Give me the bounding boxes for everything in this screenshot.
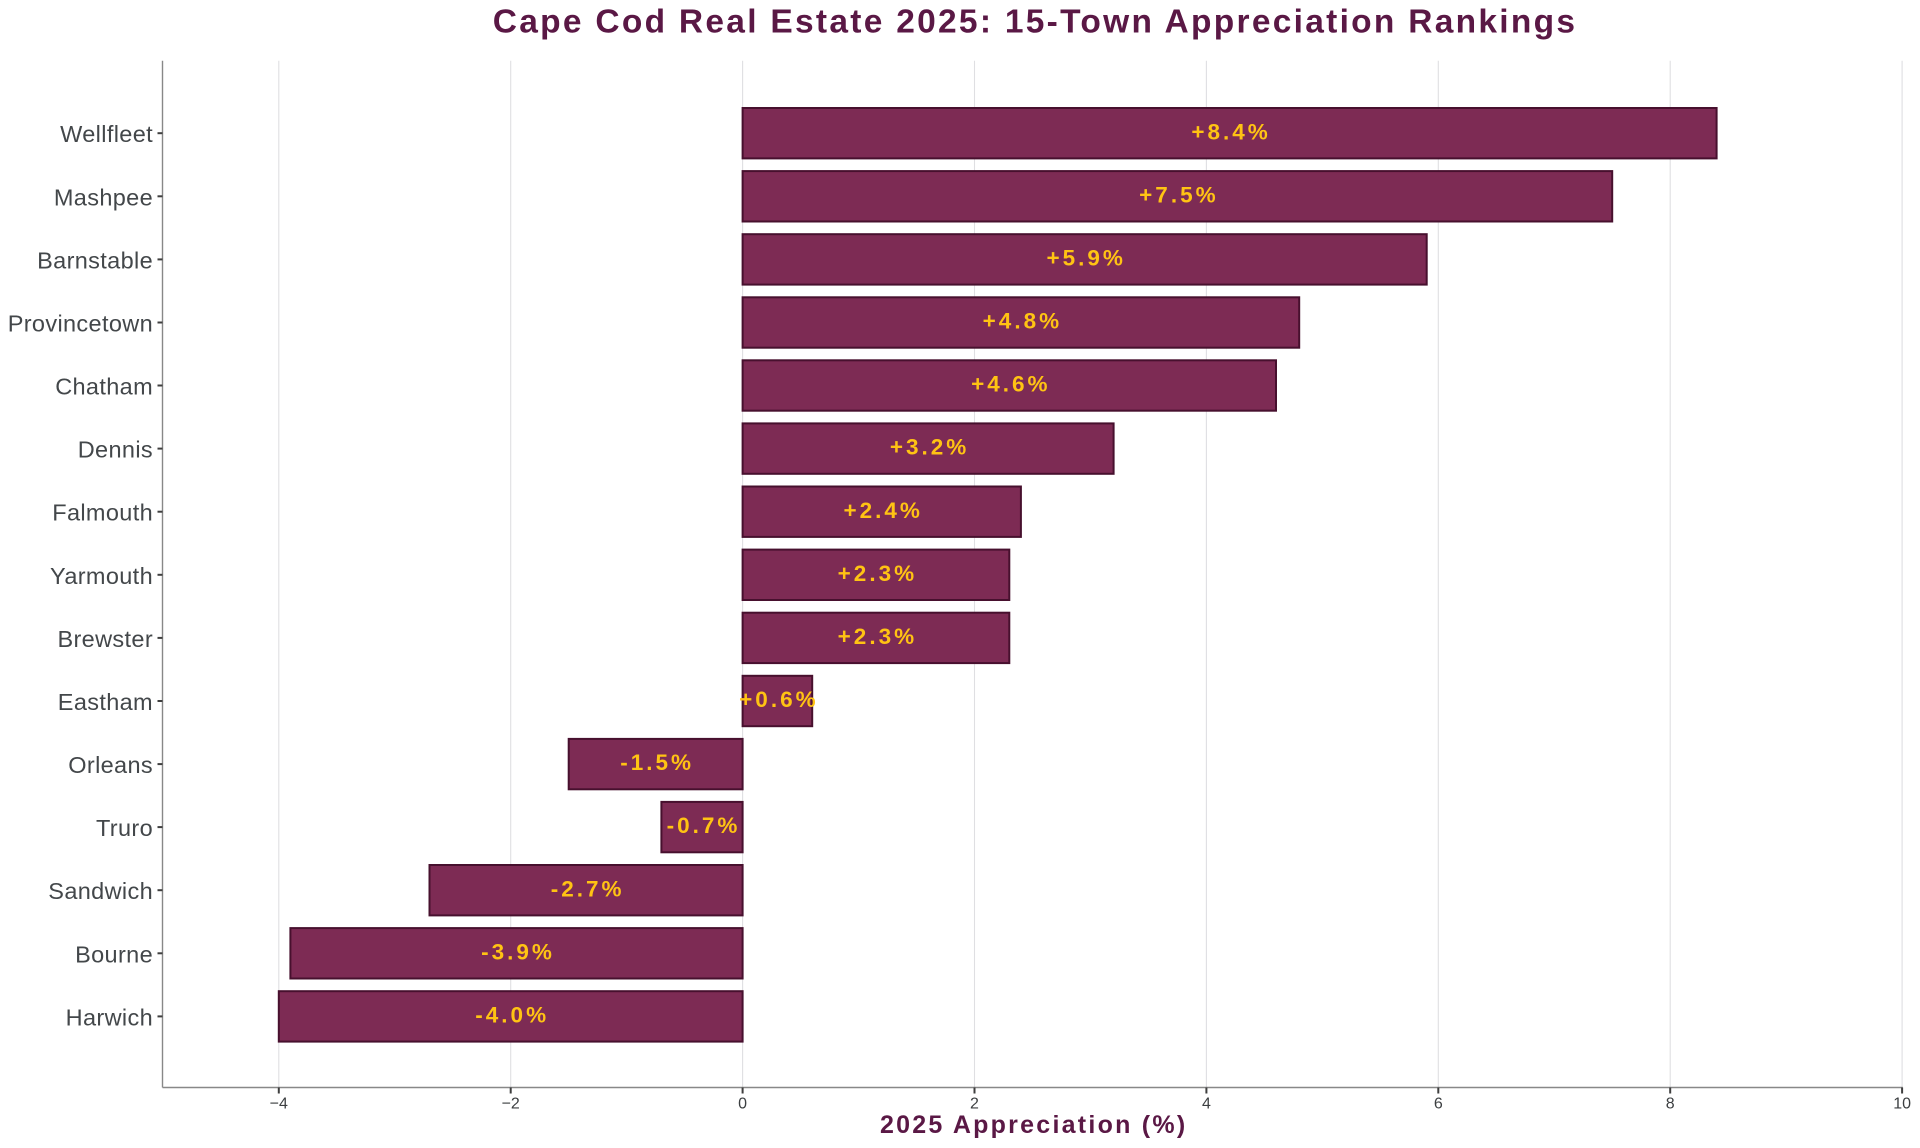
svg-text:+7.5%: +7.5% — [1139, 182, 1218, 207]
svg-text:-2.7%: -2.7% — [551, 876, 625, 901]
svg-text:+4.8%: +4.8% — [983, 309, 1062, 334]
svg-text:Cape Cod Real Estate 2025: 15-: Cape Cod Real Estate 2025: 15-Town Appre… — [493, 4, 1578, 41]
svg-text:Dennis: Dennis — [78, 437, 153, 463]
svg-text:8: 8 — [1666, 1095, 1675, 1112]
svg-text:Falmouth: Falmouth — [52, 500, 153, 526]
svg-text:+0.6%: +0.6% — [739, 687, 818, 712]
svg-text:+2.3%: +2.3% — [838, 561, 917, 586]
svg-text:10: 10 — [1893, 1095, 1911, 1112]
svg-text:-4.0%: -4.0% — [475, 1003, 549, 1028]
svg-text:+8.4%: +8.4% — [1191, 119, 1270, 144]
svg-text:−2: −2 — [502, 1095, 520, 1112]
svg-text:Eastham: Eastham — [58, 689, 153, 715]
svg-text:Barnstable: Barnstable — [37, 247, 153, 273]
svg-text:Bourne: Bourne — [75, 941, 153, 967]
svg-text:Harwich: Harwich — [66, 1004, 153, 1030]
svg-text:Yarmouth: Yarmouth — [50, 563, 153, 589]
svg-text:6: 6 — [1434, 1095, 1443, 1112]
svg-text:-3.9%: -3.9% — [481, 939, 555, 964]
svg-text:Sandwich: Sandwich — [48, 878, 153, 904]
svg-text:2: 2 — [970, 1095, 979, 1112]
svg-text:+4.6%: +4.6% — [971, 372, 1050, 397]
svg-text:Chatham: Chatham — [55, 374, 153, 400]
svg-text:+3.2%: +3.2% — [890, 435, 969, 460]
svg-text:4: 4 — [1202, 1095, 1211, 1112]
svg-text:Orleans: Orleans — [68, 752, 153, 778]
svg-text:-1.5%: -1.5% — [620, 750, 694, 775]
svg-text:2025 Appreciation (%): 2025 Appreciation (%) — [880, 1111, 1188, 1139]
svg-text:0: 0 — [738, 1095, 747, 1112]
svg-text:+2.3%: +2.3% — [838, 624, 917, 649]
svg-text:+2.4%: +2.4% — [843, 498, 922, 523]
svg-text:-0.7%: -0.7% — [667, 813, 741, 838]
svg-text:Brewster: Brewster — [57, 626, 153, 652]
svg-text:Truro: Truro — [96, 815, 153, 841]
svg-text:Wellfleet: Wellfleet — [60, 121, 153, 147]
svg-text:+5.9%: +5.9% — [1046, 246, 1125, 271]
svg-text:−4: −4 — [270, 1095, 288, 1112]
svg-text:Mashpee: Mashpee — [54, 184, 153, 210]
svg-text:Provincetown: Provincetown — [8, 311, 153, 337]
